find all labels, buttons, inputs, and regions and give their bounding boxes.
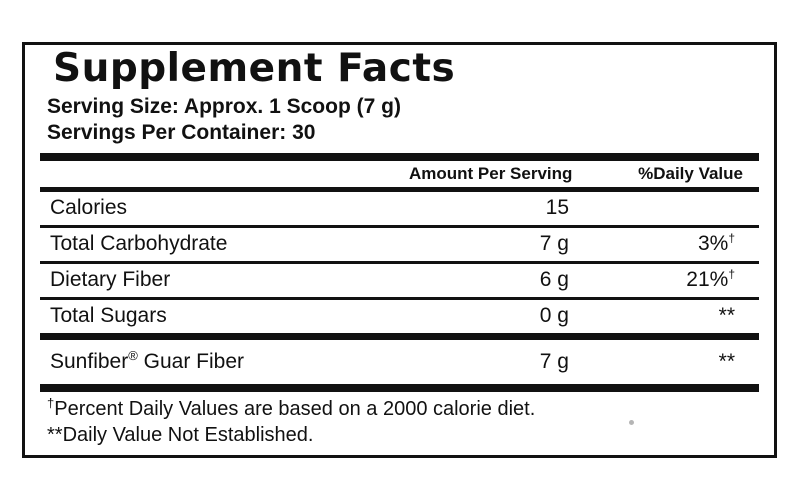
dagger-mark: † (728, 231, 735, 246)
table-row-total-sugars: Total Sugars 0 g ** (40, 300, 759, 333)
nutrient-name-text: Total Carbohydrate (50, 232, 228, 256)
nutrient-name: Sunfiber® Guar Fiber (40, 347, 409, 374)
nutrient-amount: 7 g (539, 232, 569, 256)
divider-thin (40, 260, 759, 264)
table-row-total-carbohydrate: Total Carbohydrate 7 g 3%† (40, 228, 759, 261)
nutrient-name-text: Sunfiber (50, 349, 129, 373)
divider-thick (40, 383, 759, 392)
nutrient-daily-value: ** (569, 304, 759, 328)
footnote-daily-value-not-established: **Daily Value Not Established. (47, 422, 759, 448)
table-header-row: Amount Per Serving %Daily Value (40, 161, 759, 187)
footnote-text: Percent Daily Values are based on a 2000… (54, 397, 536, 420)
artifact-dot (629, 420, 634, 425)
divider-thick (40, 332, 759, 340)
label-title: Supplement Facts (53, 46, 456, 91)
nutrient-name: Total Carbohydrate (40, 232, 409, 256)
nutrient-amount: 0 g (539, 304, 569, 328)
daily-value-text: 21% (686, 268, 729, 292)
column-header-daily-value: %Daily Value (638, 163, 743, 183)
nutrient-name: Dietary Fiber (40, 268, 409, 292)
divider-thick (40, 152, 759, 161)
nutrient-name-text: Total Sugars (50, 304, 167, 328)
divider-thin (40, 296, 759, 300)
registered-mark: ® (128, 347, 138, 363)
table-row-calories: Calories 15 (40, 192, 759, 225)
nutrient-amount: 7 g (539, 349, 569, 373)
nutrient-name: Total Sugars (40, 304, 409, 328)
daily-value-text: ** (718, 349, 735, 373)
nutrient-name-text: Calories (50, 196, 128, 220)
dagger-mark: † (47, 395, 55, 411)
nutrient-name-rest: Guar Fiber (137, 349, 245, 373)
dagger-mark: † (728, 267, 735, 282)
nutrient-name-text: Dietary Fiber (50, 268, 171, 292)
nutrient-daily-value: 3%† (569, 232, 759, 256)
servings-per-container-text: Servings Per Container: 30 (47, 120, 316, 144)
nutrient-amount: 6 g (539, 268, 569, 292)
label-frame: Supplement Facts Serving Size: Approx. 1… (22, 42, 777, 458)
footnotes: †Percent Daily Values are based on a 200… (40, 396, 759, 448)
column-header-amount: Amount Per Serving (409, 163, 573, 183)
daily-value-text: ** (718, 304, 735, 328)
nutrient-daily-value: 21%† (569, 268, 759, 292)
nutrient-daily-value: ** (569, 350, 759, 374)
divider-medium (40, 186, 759, 192)
footnote-percent-daily-values: †Percent Daily Values are based on a 200… (47, 396, 759, 422)
daily-value-text: 3% (697, 232, 729, 256)
divider-thin (40, 224, 759, 228)
serving-size-text: Serving Size: Approx. 1 Scoop (7 g) (47, 94, 401, 118)
table-row-sunfiber-guar-fiber: Sunfiber® Guar Fiber 7 g ** (40, 340, 759, 384)
nutrient-amount: 15 (545, 196, 569, 220)
nutrient-name: Calories (40, 196, 409, 220)
footnote-text: **Daily Value Not Established. (47, 423, 314, 446)
table-row-dietary-fiber: Dietary Fiber 6 g 21%† (40, 264, 759, 297)
